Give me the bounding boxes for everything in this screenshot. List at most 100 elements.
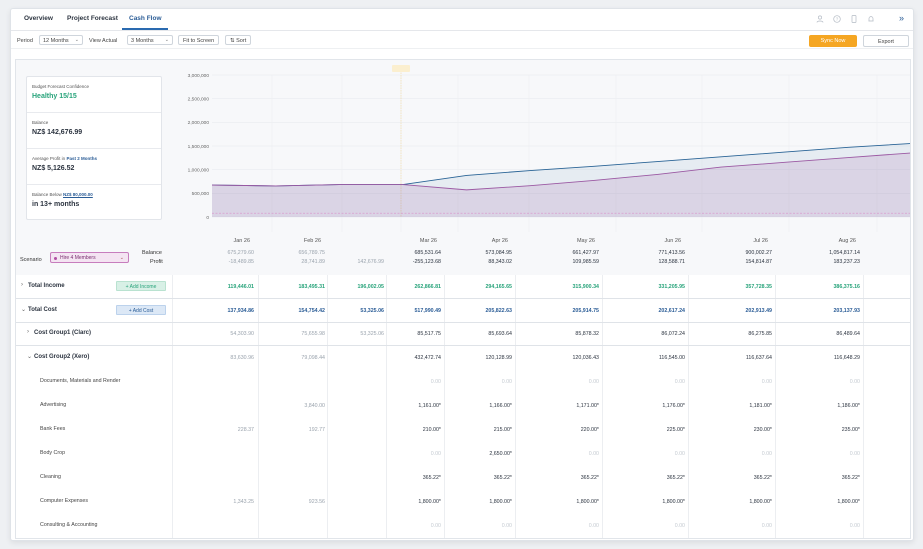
table-cell[interactable]: 215.00* [493, 427, 512, 433]
table-cell[interactable]: 53,325.06 [360, 308, 384, 314]
table-cell[interactable]: 0.00 [588, 379, 599, 385]
table-row[interactable]: Consulting & Accounting 0.00 0.00 0.00 0.00 0… [16, 514, 910, 538]
table-cell[interactable]: 54,303.90 [230, 331, 254, 337]
chevron-down-icon[interactable]: ⌄ [21, 307, 27, 313]
table-cell[interactable]: 1,800.00* [837, 499, 860, 505]
tab-cash-flow[interactable]: Cash Flow [129, 15, 162, 22]
table-cell[interactable]: 202,913.49 [745, 308, 772, 314]
fit-to-screen-button[interactable]: Fit to Screen [178, 35, 220, 45]
table-cell[interactable]: 0.00 [588, 451, 599, 457]
table-cell[interactable]: 205,914.75 [572, 308, 599, 314]
table-cell[interactable]: 2,650.00* [489, 451, 512, 457]
sync-now-button[interactable]: Sync Now [809, 35, 857, 47]
table-cell[interactable]: 75,655.98 [301, 331, 325, 337]
past-months-link[interactable]: Past 2 Months [66, 156, 97, 161]
table-cell[interactable]: 1,343.25 [233, 499, 254, 505]
table-cell[interactable]: 183,495.31 [298, 284, 325, 290]
table-cell[interactable]: 0.00 [430, 379, 441, 385]
bell-icon[interactable] [867, 15, 875, 25]
view-actual-select[interactable]: 3 Months ⌄ [127, 35, 173, 45]
table-cell[interactable]: 365.22* [666, 475, 685, 481]
user-icon[interactable] [816, 15, 824, 25]
table-cell[interactable]: 432,472.74 [414, 355, 441, 361]
table-cell[interactable]: 365.22* [841, 475, 860, 481]
scenario-select[interactable]: Hire 4 Members ⌄ [50, 252, 129, 263]
table-cell[interactable]: 53,325.06 [360, 331, 384, 337]
table-cell[interactable]: 0.00 [588, 523, 599, 529]
table-cell[interactable]: 0.00 [761, 451, 772, 457]
threshold-link[interactable]: NZ$ 80,000.00 [63, 192, 93, 197]
table-row[interactable]: ⌄ Cost Group2 (Xero) 83,630.96 79,098.44 432… [16, 346, 910, 370]
table-cell[interactable]: 315,900.34 [572, 284, 599, 290]
table-cell[interactable]: 1,176.00* [662, 403, 685, 409]
tab-project-forecast[interactable]: Project Forecast [67, 15, 118, 22]
table-row[interactable]: ⌄ Total Cost + Add Cost 137,934.86 154,754.4… [16, 299, 910, 323]
period-select[interactable]: 12 Months ⌄ [39, 35, 83, 45]
mobile-icon[interactable] [850, 15, 858, 25]
table-cell[interactable]: 0.00 [849, 451, 860, 457]
table-cell[interactable]: 202,617.24 [658, 308, 685, 314]
tab-overview[interactable]: Overview [24, 15, 53, 22]
sort-button[interactable]: ⇅ Sort [225, 35, 252, 45]
table-row[interactable]: Cleaning 365.22* 365.22* 365.22* 365.22* 365.… [16, 466, 910, 490]
table-cell[interactable]: 192.77 [308, 427, 325, 433]
table-cell[interactable]: 1,800.00* [576, 499, 599, 505]
table-row[interactable]: Documents, Materials and Render 0.00 0.00 0… [16, 370, 910, 394]
table-cell[interactable]: 1,166.00* [489, 403, 512, 409]
table-cell[interactable]: 1,800.00* [749, 499, 772, 505]
table-cell[interactable]: 0.00 [674, 379, 685, 385]
table-cell[interactable]: 0.00 [849, 379, 860, 385]
table-cell[interactable]: 3,840.00 [304, 403, 325, 409]
table-cell[interactable]: 0.00 [501, 523, 512, 529]
table-cell[interactable]: 365.22* [753, 475, 772, 481]
table-cell[interactable]: 120,128.99 [485, 355, 512, 361]
table-cell[interactable]: 225.00* [666, 427, 685, 433]
export-button[interactable]: Export [863, 35, 909, 47]
add-income-button[interactable]: + Add Income [116, 281, 166, 291]
collapse-icon[interactable]: » [899, 13, 905, 23]
table-cell[interactable]: 357,728.35 [745, 284, 772, 290]
table-cell[interactable]: 120,036.43 [572, 355, 599, 361]
table-cell[interactable]: 228.37 [237, 427, 254, 433]
table-cell[interactable]: 0.00 [674, 451, 685, 457]
table-cell[interactable]: 1,186.00* [837, 403, 860, 409]
table-row[interactable]: › Cost Group1 (Clarc) 54,303.90 75,655.98 53… [16, 322, 910, 346]
table-cell[interactable]: 0.00 [430, 451, 441, 457]
table-cell[interactable]: 1,800.00* [489, 499, 512, 505]
help-icon[interactable]: ? [833, 15, 841, 25]
table-cell[interactable]: 116,637.64 [745, 355, 772, 361]
table-cell[interactable]: 85,517.75 [417, 331, 441, 337]
table-cell[interactable]: 86,275.85 [748, 331, 772, 337]
table-cell[interactable]: 1,181.00* [749, 403, 772, 409]
table-cell[interactable]: 1,161.00* [418, 403, 441, 409]
table-cell[interactable]: 230.00* [753, 427, 772, 433]
table-cell[interactable]: 0.00 [761, 379, 772, 385]
table-row[interactable]: › Total Income + Add Income 119,446.01 183,4… [16, 275, 910, 299]
table-cell[interactable]: 196,002.05 [357, 284, 384, 290]
table-row[interactable]: Advertising 3,840.00 1,161.00* 1,166.00* 1,1… [16, 394, 910, 418]
table-cell[interactable]: 0.00 [430, 523, 441, 529]
table-cell[interactable]: 205,822.63 [485, 308, 512, 314]
table-cell[interactable]: 86,489.64 [836, 331, 860, 337]
table-row[interactable]: Bank Fees 228.37 192.77 210.00* 215.00* 220.0… [16, 418, 910, 442]
table-cell[interactable]: 137,934.86 [227, 308, 254, 314]
table-cell[interactable]: 1,171.00* [576, 403, 599, 409]
chevron-right-icon[interactable]: › [21, 282, 23, 288]
table-cell[interactable]: 85,878.32 [575, 331, 599, 337]
table-cell[interactable]: 83,630.96 [230, 355, 254, 361]
table-cell[interactable]: 386,375.16 [833, 284, 860, 290]
table-cell[interactable]: 85,693.64 [488, 331, 512, 337]
table-row[interactable]: Computer Expenses 1,343.25 923.56 1,800.00*… [16, 490, 910, 514]
table-cell[interactable]: 365.22* [580, 475, 599, 481]
table-cell[interactable]: 294,165.65 [485, 284, 512, 290]
table-cell[interactable]: 923.56 [308, 499, 325, 505]
table-cell[interactable]: 1,800.00* [418, 499, 441, 505]
table-cell[interactable]: 0.00 [674, 523, 685, 529]
table-cell[interactable]: 203,137.93 [833, 308, 860, 314]
table-cell[interactable]: 86,072.24 [661, 331, 685, 337]
table-cell[interactable]: 210.00* [422, 427, 441, 433]
add-cost-button[interactable]: + Add Cost [116, 305, 166, 315]
table-cell[interactable]: 0.00 [849, 523, 860, 529]
table-cell[interactable]: 235.00* [841, 427, 860, 433]
table-cell[interactable]: 365.22* [493, 475, 512, 481]
